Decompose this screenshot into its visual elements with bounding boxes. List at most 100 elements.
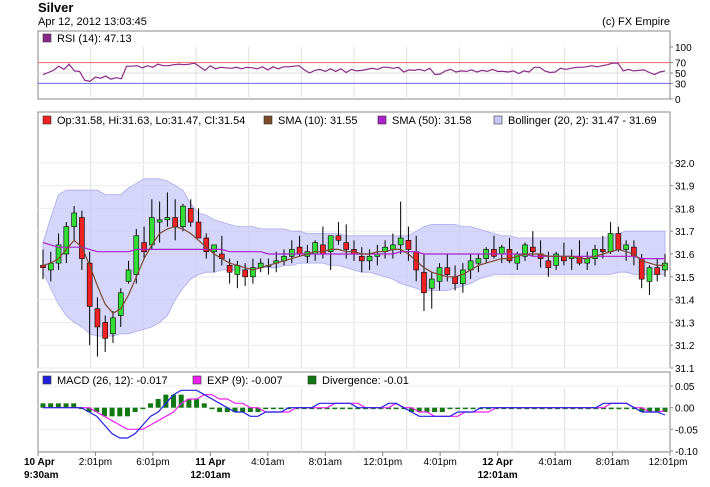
candle — [250, 258, 256, 284]
rsi-tick-label: 100 — [675, 43, 692, 54]
rsi-legend-swatch — [42, 33, 52, 43]
x-axis-label: 4:01am — [251, 457, 284, 468]
candle — [125, 260, 132, 284]
candle-body — [110, 317, 116, 335]
candle-body — [226, 265, 233, 273]
candle-body — [71, 212, 77, 227]
divergence-bar — [155, 399, 161, 408]
candle — [63, 222, 70, 264]
candle-body — [421, 271, 427, 294]
divergence-bar — [339, 407, 345, 410]
divergence-bar — [516, 407, 522, 410]
divergence-bar — [224, 407, 230, 412]
candle-body — [654, 267, 661, 275]
sma50-legend-swatch — [377, 115, 387, 125]
candle — [599, 235, 606, 259]
candle — [187, 199, 194, 227]
candle-body — [164, 217, 171, 221]
x-axis-label: 12:01pm — [363, 457, 402, 468]
divergence-bar — [370, 407, 376, 410]
candle — [358, 247, 365, 273]
divergence-bar — [355, 407, 361, 410]
bollinger-legend-swatch — [493, 115, 503, 125]
candle-body — [125, 269, 132, 282]
divergence-bar — [148, 403, 154, 408]
ohlc-legend-text: Op:31.58, Hi:31.63, Lo:31.47, Cl:31.54 — [57, 115, 245, 127]
candle-body — [133, 235, 140, 275]
candle-body — [94, 308, 101, 328]
divergence-bar — [554, 407, 560, 410]
candle — [288, 240, 295, 264]
divergence-bar — [363, 407, 369, 410]
divergence-bar — [186, 399, 192, 408]
macd-legend-text: MACD (26, 12): -0.017 — [57, 375, 168, 387]
x-axis-sublabel: 9:30am — [24, 470, 59, 481]
divergence-bar — [232, 407, 238, 412]
candle-body — [428, 278, 435, 289]
candle-body — [452, 276, 458, 284]
candle-body — [117, 292, 124, 316]
candle-body — [327, 235, 334, 253]
x-axis-label: 10 Apr — [24, 457, 55, 468]
candle-body — [187, 208, 194, 223]
candle-body — [460, 269, 466, 284]
price-tick-label: 31.7 — [675, 227, 695, 238]
candle-body — [40, 265, 46, 268]
rsi-line — [42, 62, 666, 82]
divergence-bar — [647, 407, 653, 412]
macd-legend-swatch — [42, 375, 52, 385]
candle-body — [180, 205, 186, 227]
candle — [421, 254, 427, 311]
divergence-bar — [601, 407, 607, 410]
divergence-bar — [501, 407, 507, 410]
divergence-bar — [432, 407, 438, 412]
candle-body — [366, 255, 373, 262]
candle-body — [584, 258, 591, 264]
divergence-bar — [616, 407, 622, 410]
divergence-bar — [286, 407, 292, 410]
exp-legend-swatch — [192, 375, 202, 385]
divergence-bar — [278, 407, 284, 410]
divergence-bar — [493, 407, 499, 410]
divergence-bar — [301, 407, 307, 410]
timestamp: Apr 12, 2012 13:03:45 — [38, 16, 147, 28]
candle — [522, 242, 528, 261]
candle — [592, 244, 598, 266]
instrument-title: Silver — [38, 0, 74, 15]
divergence-bar — [593, 407, 599, 410]
divergence-bar — [217, 407, 223, 412]
divergence-bar — [48, 403, 54, 408]
price-tick-label: 31.5 — [675, 273, 695, 284]
candle-body — [506, 249, 513, 262]
divergence-bar — [654, 407, 660, 412]
divergence-bar — [63, 403, 69, 408]
divergence-bar — [94, 407, 100, 412]
candle-body — [79, 217, 85, 259]
divergence-bar — [462, 407, 468, 410]
divergence-bar — [240, 407, 246, 412]
candle-body — [156, 219, 163, 223]
price-tick-label: 31.3 — [675, 318, 695, 329]
candle — [475, 254, 482, 273]
candle — [405, 226, 412, 261]
divergence-bar — [171, 394, 177, 408]
candle — [343, 224, 350, 259]
price-tick-label: 31.4 — [675, 296, 695, 307]
divergence-bar — [109, 407, 115, 417]
rsi-tick-label: 70 — [675, 59, 687, 70]
candle — [102, 315, 108, 353]
macd-tick-label: -0.10 — [675, 447, 698, 458]
candle-body — [405, 240, 412, 250]
candle — [646, 265, 653, 296]
candle-body — [86, 262, 93, 307]
divergence-bar — [447, 407, 453, 410]
candle-body — [211, 244, 217, 253]
divergence-bar — [639, 407, 645, 412]
divergence-bar — [478, 407, 484, 410]
price-tick-label: 32.0 — [675, 159, 695, 170]
candle-body — [55, 244, 62, 264]
bollinger-legend-text: Bollinger (20, 2): 31.47 - 31.69 — [508, 115, 657, 127]
candle-body — [599, 249, 606, 253]
candle-body — [335, 235, 342, 241]
